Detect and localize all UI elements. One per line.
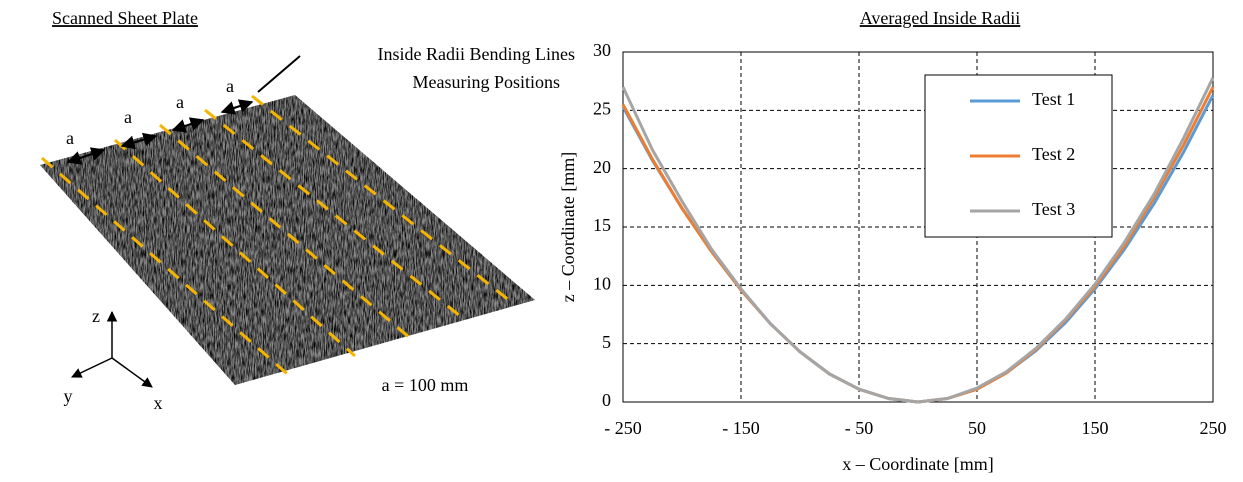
x-tick-label: 250 xyxy=(1200,418,1227,438)
axis-letter: z xyxy=(92,306,100,326)
legend-label: Test 1 xyxy=(1032,89,1075,109)
y-tick-label: 30 xyxy=(593,40,611,60)
legend-label: Test 3 xyxy=(1032,199,1075,219)
annotation: Inside Radii Bending Lines xyxy=(378,44,575,64)
spacing-label: a xyxy=(176,92,184,112)
chart-title: Averaged Inside Radii xyxy=(860,8,1021,28)
y-tick-label: 20 xyxy=(593,157,611,177)
legend: Test 1 Test 2 Test 3 xyxy=(925,75,1112,237)
y-axis-label: z – Coordinate [mm] xyxy=(558,152,578,302)
y-tick-label: 25 xyxy=(593,98,611,118)
legend-label: Test 2 xyxy=(1032,144,1075,164)
x-tick-label: 150 xyxy=(1082,418,1109,438)
spacing-label: a xyxy=(226,76,234,96)
figure: Scanned Sheet Plate a a a a Inside Radii… xyxy=(0,0,1243,482)
y-tick-label: 0 xyxy=(602,390,611,410)
y-tick-label: 10 xyxy=(593,273,611,293)
annotation: Measuring Positions xyxy=(412,72,560,92)
x-tick-label: - 50 xyxy=(845,418,874,438)
series-line xyxy=(623,78,1213,402)
y-tick-label: 5 xyxy=(602,332,611,352)
axis-triad xyxy=(72,312,152,387)
axis-letter: x xyxy=(154,393,163,413)
scan-surface xyxy=(30,90,540,390)
axis-letter: y xyxy=(64,386,73,406)
x-axis-label: x – Coordinate [mm] xyxy=(842,454,993,474)
x-tick-label: 50 xyxy=(968,418,986,438)
x-tick-label: - 250 xyxy=(604,418,642,438)
spacing-label: a xyxy=(66,128,74,148)
spacing-label: a xyxy=(124,107,132,127)
panel-title: Scanned Sheet Plate xyxy=(52,8,198,28)
y-tick-label: 15 xyxy=(593,215,611,235)
scale-note: a = 100 mm xyxy=(382,375,469,395)
x-tick-label: - 150 xyxy=(722,418,760,438)
